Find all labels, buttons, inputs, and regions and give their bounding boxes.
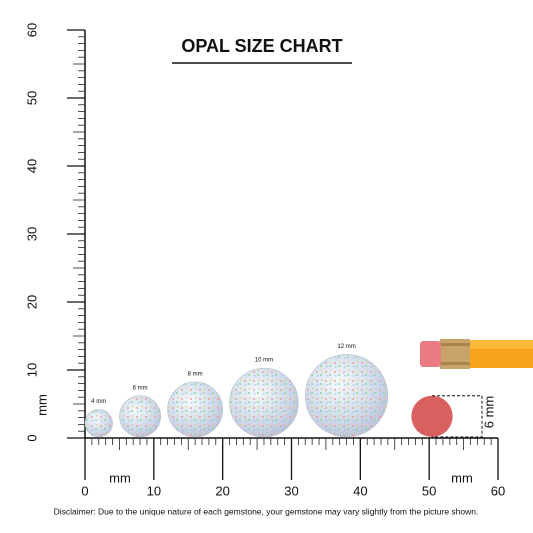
x-tick-label: 50: [422, 483, 436, 498]
gem-label: 8 mm: [188, 372, 203, 378]
gem-label: 10 mm: [255, 358, 273, 364]
y-tick-label: 50: [24, 91, 39, 105]
y-tick-label: 20: [24, 295, 39, 309]
y-tick-label: 0: [24, 434, 39, 441]
unit-label: mm: [451, 470, 473, 485]
dimension-bracket: [432, 395, 483, 438]
opal-fire: [85, 409, 113, 437]
eraser-label: 6 mm: [481, 396, 496, 429]
gem-label: 4 mm: [91, 399, 106, 405]
y-tick-label: 30: [24, 227, 39, 241]
x-tick-label: 20: [215, 483, 229, 498]
x-tick-label: 30: [284, 483, 298, 498]
x-tick-label: 40: [353, 483, 367, 498]
gem-label: 12 mm: [337, 344, 355, 350]
disclaimer: Disclaimer: Due to the unique nature of …: [54, 506, 479, 516]
opal-fire: [305, 354, 388, 438]
gem-label: 6 mm: [133, 385, 148, 391]
pencil: [420, 339, 533, 369]
x-tick-label: 0: [81, 483, 88, 498]
opal-fire: [229, 368, 299, 438]
unit-label: mm: [34, 394, 49, 416]
eraser: [411, 395, 453, 437]
opal-fire: [167, 381, 223, 437]
y-tick-label: 10: [24, 363, 39, 377]
y-tick-label: 60: [24, 23, 39, 37]
unit-label: mm: [109, 470, 131, 485]
opal-fire: [119, 395, 161, 437]
y-tick-label: 40: [24, 159, 39, 173]
x-tick-label: 60: [491, 483, 505, 498]
title: OPAL SIZE CHART: [181, 36, 342, 56]
x-tick-label: 10: [147, 483, 161, 498]
